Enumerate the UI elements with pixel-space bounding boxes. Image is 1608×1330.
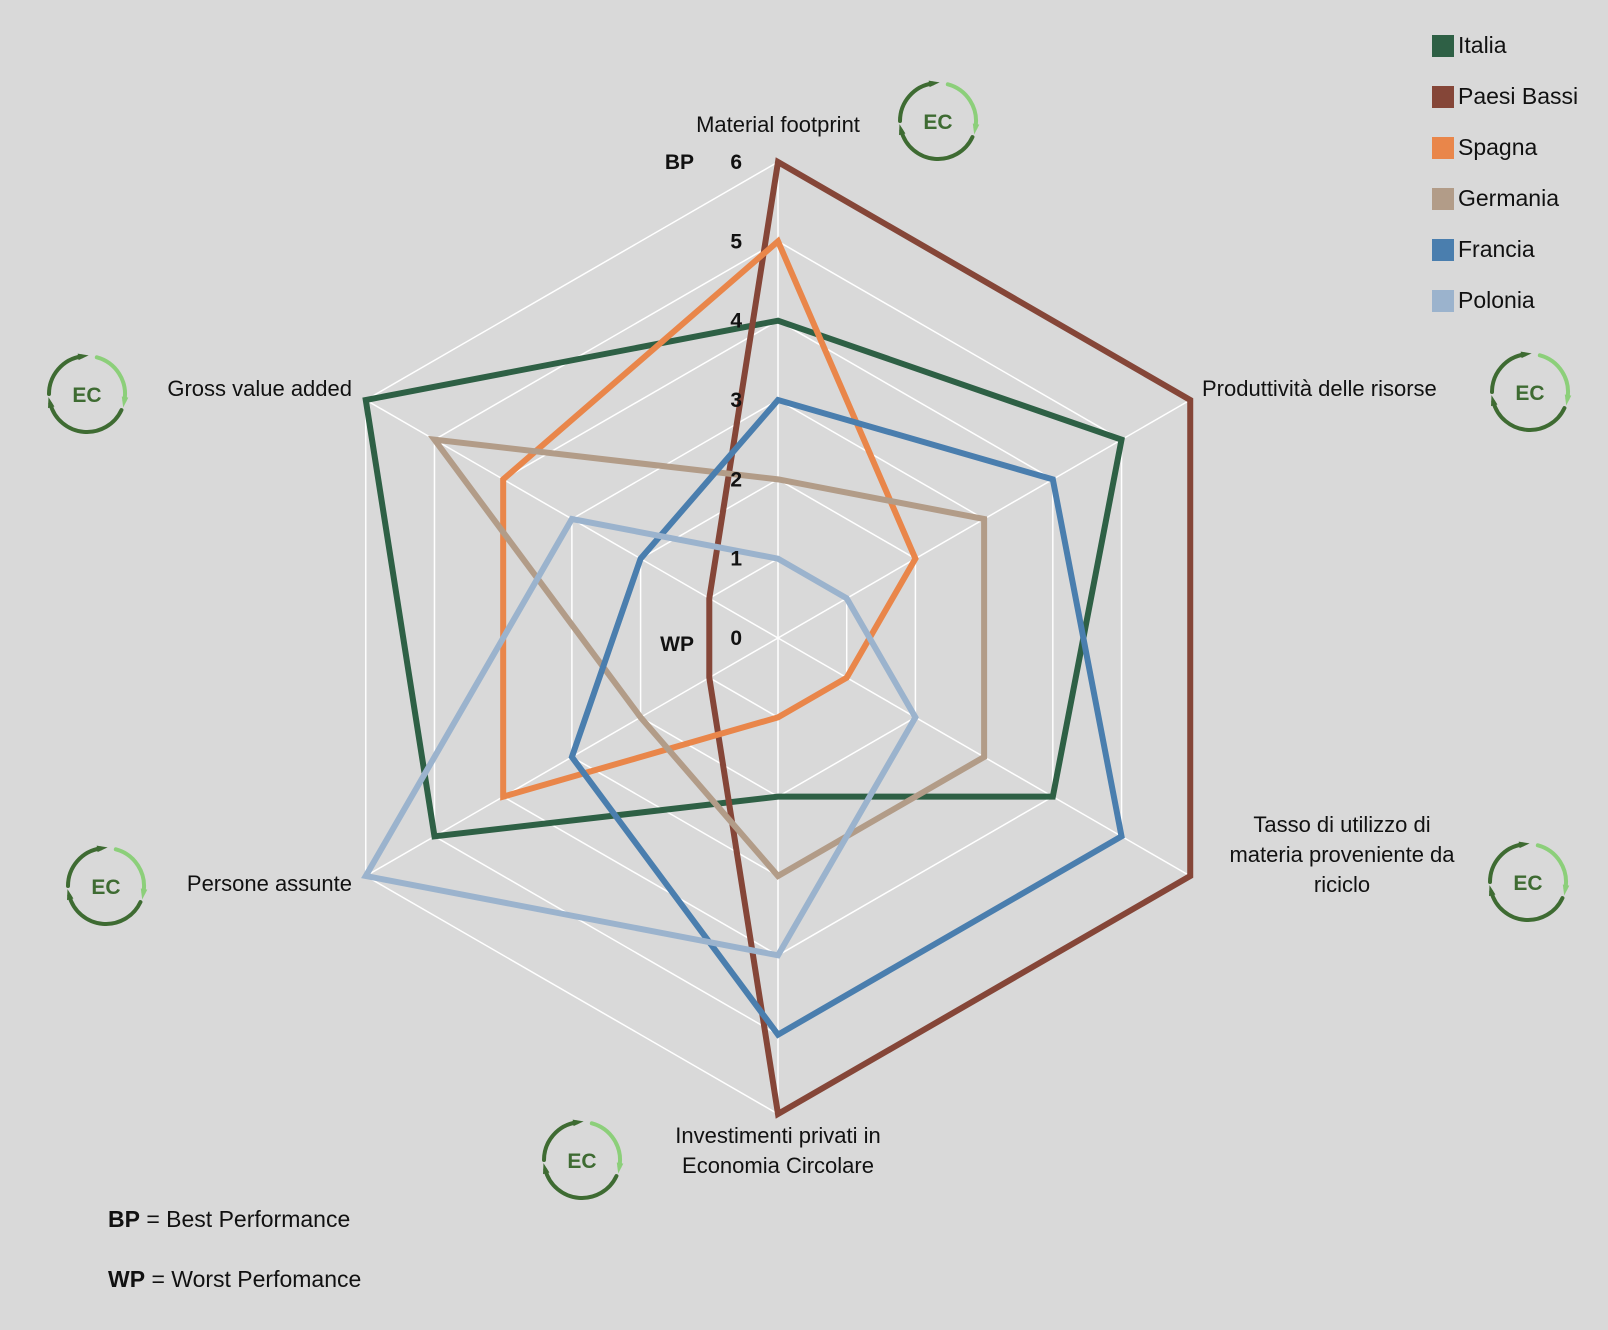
note-text: = Worst Perfomance <box>145 1266 362 1292</box>
tick-label: 2 <box>730 468 742 491</box>
axis-labels: 0 1 2 3 4 5 6 BP WP Material footprint Produttivit… <box>167 112 1455 1178</box>
axis-label: Investimenti privati in Economia Circolar… <box>675 1123 880 1178</box>
grid <box>365 161 1191 1115</box>
series-lines <box>361 157 1194 1119</box>
series-line <box>362 317 1125 840</box>
circular-economy-icon: EC <box>1490 351 1572 432</box>
circular-economy-icon: EC <box>1488 841 1570 922</box>
legend-label: Polonia <box>1458 287 1535 313</box>
series-line <box>500 236 919 801</box>
circular-economy-icon: EC <box>898 80 980 161</box>
axis-label: Tasso di utilizzo di materia proveniente … <box>1229 812 1455 897</box>
legend-label: Spagna <box>1458 134 1538 160</box>
legend-label: Francia <box>1458 236 1535 262</box>
ec-badge-label: EC <box>1513 872 1542 895</box>
legend-swatch <box>1432 34 1454 57</box>
ec-badge-label: EC <box>72 384 101 407</box>
tick-label: 0 <box>730 627 742 650</box>
axis-badges: EC EC EC EC EC EC <box>47 80 1572 1200</box>
axis-label: Produttività delle risorse <box>1202 376 1437 401</box>
series-line <box>427 435 988 880</box>
ec-badge-label: EC <box>91 876 120 899</box>
tick-label: 5 <box>730 230 742 253</box>
legend-item[interactable]: Francia <box>1432 224 1578 275</box>
axis-label: Material footprint <box>696 112 860 137</box>
legend: Italia Paesi Bassi Spagna Germania Franc… <box>1432 20 1578 326</box>
series-line <box>706 157 1194 1119</box>
legend-swatch <box>1432 136 1454 159</box>
legend-label: Germania <box>1458 185 1559 211</box>
tick-label: 1 <box>730 548 742 571</box>
note-abbr: BP <box>108 1206 140 1232</box>
ec-badge-label: EC <box>567 1150 596 1173</box>
axis-label: Gross value added <box>167 376 352 401</box>
legend-item[interactable]: Polonia <box>1432 275 1578 326</box>
note-abbr: WP <box>108 1266 146 1292</box>
legend-item[interactable]: Italia <box>1432 20 1578 71</box>
circular-economy-icon: EC <box>66 845 148 926</box>
ec-badge-label: EC <box>1515 382 1544 405</box>
series-line <box>361 515 919 959</box>
circular-economy-icon: EC <box>47 353 129 434</box>
legend-label: Italia <box>1458 32 1507 58</box>
legend-item[interactable]: Germania <box>1432 173 1578 224</box>
legend-swatch <box>1432 85 1454 108</box>
note-worst-performance: WP = Worst Perfomance <box>108 1266 361 1293</box>
note-text: = Best Performance <box>139 1206 351 1232</box>
series-line <box>568 396 1125 1039</box>
legend-item[interactable]: Spagna <box>1432 122 1578 173</box>
legend-item[interactable]: Paesi Bassi <box>1432 71 1578 122</box>
ec-badge-label: EC <box>923 111 952 134</box>
best-performance-marker: BP <box>665 151 694 174</box>
circular-economy-icon: EC <box>542 1119 624 1200</box>
legend-label: Paesi Bassi <box>1458 83 1579 109</box>
tick-label: 3 <box>730 389 742 412</box>
tick-label: 6 <box>730 151 742 174</box>
axis-label: Persone assunte <box>187 871 352 896</box>
tick-label: 4 <box>730 310 742 333</box>
legend-swatch <box>1432 289 1454 312</box>
note-best-performance: BP = Best Performance <box>108 1206 350 1233</box>
legend-swatch <box>1432 238 1454 261</box>
legend-swatch <box>1432 187 1454 210</box>
worst-performance-marker: WP <box>660 633 694 656</box>
